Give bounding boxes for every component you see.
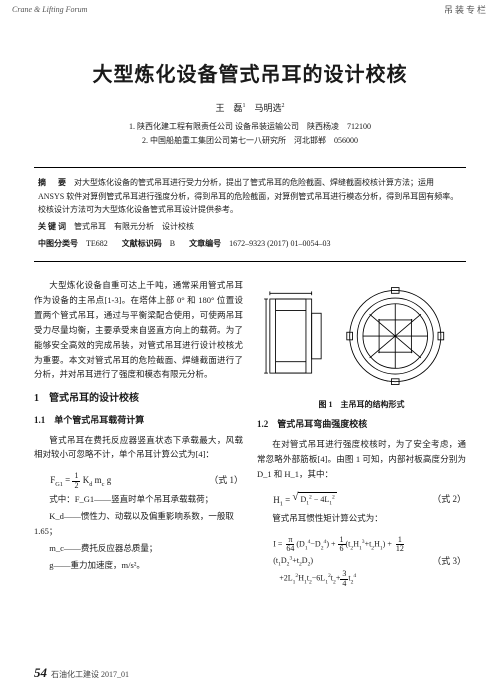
sec12-para2: 管式吊耳惯性矩计算公式为： <box>257 511 466 526</box>
footer-source: 石油化工建设 2017_01 <box>51 669 129 680</box>
authors-line: 王 磊1 马明选2 <box>34 101 466 114</box>
keywords-text: 管式吊耳 有限元分析 设计校核 <box>74 222 194 231</box>
keywords-label: 关键词 <box>38 222 68 231</box>
affiliations: 1. 陕西化建工程有限责任公司 设备吊装运输公司 陕西杨凌 712100 2. … <box>34 120 466 147</box>
article-title: 大型炼化设备管式吊耳的设计校核 <box>34 58 466 87</box>
section-1-heading: 1 管式吊耳的设计校核 <box>34 390 243 408</box>
page-number: 54 <box>34 665 47 681</box>
sec12-para1: 在对管式吊耳进行强度校核时，为了安全考虑，通常忽略外部筋板[4]。由图 1 可知… <box>257 437 466 482</box>
keywords-row: 关键词管式吊耳 有限元分析 设计校核 <box>38 220 462 234</box>
header-right-cn: 吊装专栏 <box>444 3 488 16</box>
equation-2: H1 = √D12 − 4L12 （式 2） <box>257 490 466 512</box>
figure-1-caption: 图 1 主吊耳的结构形式 <box>257 398 466 412</box>
right-column: 图 1 主吊耳的结构形式 1.2 管式吊耳弯曲强度校核 在对管式吊耳进行强度校核… <box>257 278 466 590</box>
article-id: 文章编号 1672–9323 (2017) 01–0054–03 <box>189 237 330 251</box>
affiliation-2: 2. 中国船舶重工集团公司第七一八研究所 河北邯郸 056000 <box>34 134 466 148</box>
abstract-block: 摘 要对大型炼化设备的管式吊耳进行受力分析，提出了管式吊耳的危险截面、焊缝截面校… <box>34 167 466 262</box>
section-1-1-heading: 1.1 单个管式吊耳载荷计算 <box>34 413 243 429</box>
classification-row: 中图分类号 TE682 文献标识码 B 文章编号 1672–9323 (2017… <box>38 237 462 251</box>
abstract-text: 对大型炼化设备的管式吊耳进行受力分析，提出了管式吊耳的危险截面、焊缝截面校核计算… <box>38 178 458 214</box>
header-right: 吊装专栏 <box>444 3 488 16</box>
two-column-body: 大型炼化设备自重可达上千吨，通常采用管式吊耳作为设备的主吊点[1-3]。在塔体上… <box>34 278 466 590</box>
intro-para: 大型炼化设备自重可达上千吨，通常采用管式吊耳作为设备的主吊点[1-3]。在塔体上… <box>34 278 243 382</box>
def-3: m_c——费托反应器总质量； <box>34 541 243 556</box>
def-1: 式中：F_G1——竖直时单个吊耳承载载荷； <box>34 492 243 507</box>
section-1-2-heading: 1.2 管式吊耳弯曲强度校核 <box>257 417 466 433</box>
page-content: 大型炼化设备管式吊耳的设计校核 王 磊1 马明选2 1. 陕西化建工程有限责任公… <box>0 18 500 689</box>
left-column: 大型炼化设备自重可达上千吨，通常采用管式吊耳作为设备的主吊点[1-3]。在塔体上… <box>34 278 243 590</box>
def-2: K_d——惯性力、动载以及偏重影响系数，一般取 1.65； <box>34 509 243 539</box>
running-header: Crane & Lifting Forum 吊装专栏 <box>0 0 500 18</box>
equation-1: FG1 = 12 Kd mc g （式 1） <box>34 470 243 492</box>
equation-3: I = π64(D14−D24) + 16(t2H13+t2H1) + 112(… <box>257 534 466 591</box>
doc-code: 文献标识码 B <box>122 237 175 251</box>
affiliation-1: 1. 陕西化建工程有限责任公司 设备吊装运输公司 陕西杨凌 712100 <box>34 120 466 134</box>
abstract-row: 摘 要对大型炼化设备的管式吊耳进行受力分析，提出了管式吊耳的危险截面、焊缝截面校… <box>38 176 462 217</box>
abstract-label: 摘 要 <box>38 178 68 187</box>
figure-1 <box>257 278 466 396</box>
page-footer: 54 石油化工建设 2017_01 <box>34 665 129 681</box>
clc: 中图分类号 TE682 <box>38 237 108 251</box>
sec11-para: 管式吊耳在费托反应器竖直状态下承载最大，风载相对较小可忽略不计，单个吊耳计算公式… <box>34 433 243 463</box>
def-4: g——重力加速度，m/s²。 <box>34 558 243 573</box>
lug-diagram-icon <box>262 280 462 394</box>
header-left-en: Crane & Lifting Forum <box>12 5 87 14</box>
